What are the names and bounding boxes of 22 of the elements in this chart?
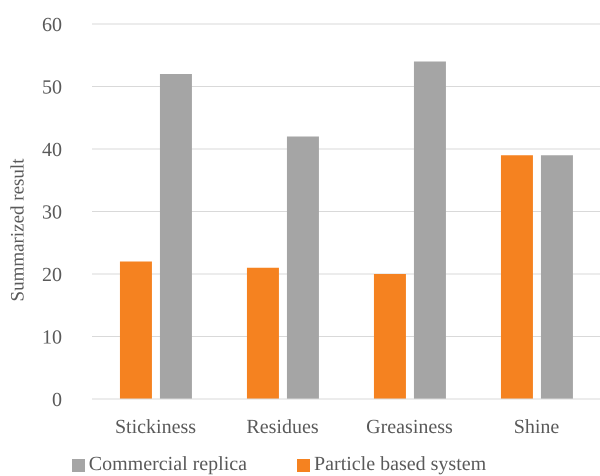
y-tick-label: 50: [42, 76, 62, 99]
x-tick-label: Residues: [246, 416, 319, 438]
bar: [500, 155, 533, 399]
bar: [120, 262, 152, 399]
y-axis-title: Summarized result: [8, 158, 29, 302]
y-tick-label: 60: [42, 14, 62, 36]
bar: [540, 155, 573, 399]
x-tick-label: Stickiness: [114, 416, 196, 438]
bar: [286, 136, 319, 399]
x-tick-label: Shine: [514, 416, 560, 438]
bar: [414, 62, 446, 399]
y-tick-label: 10: [42, 326, 62, 349]
legend-label: Commercial replica: [88, 453, 248, 475]
y-tick-label: 0: [52, 389, 62, 412]
bar: [160, 74, 192, 399]
bar: [374, 274, 406, 399]
y-tick-label: 40: [42, 139, 62, 162]
x-tick-label: Greasiness: [366, 416, 454, 438]
bar: [246, 268, 279, 399]
legend-label: Particle based system: [314, 453, 486, 475]
y-tick-label: 30: [42, 202, 62, 224]
y-tick-label: 20: [42, 264, 62, 286]
